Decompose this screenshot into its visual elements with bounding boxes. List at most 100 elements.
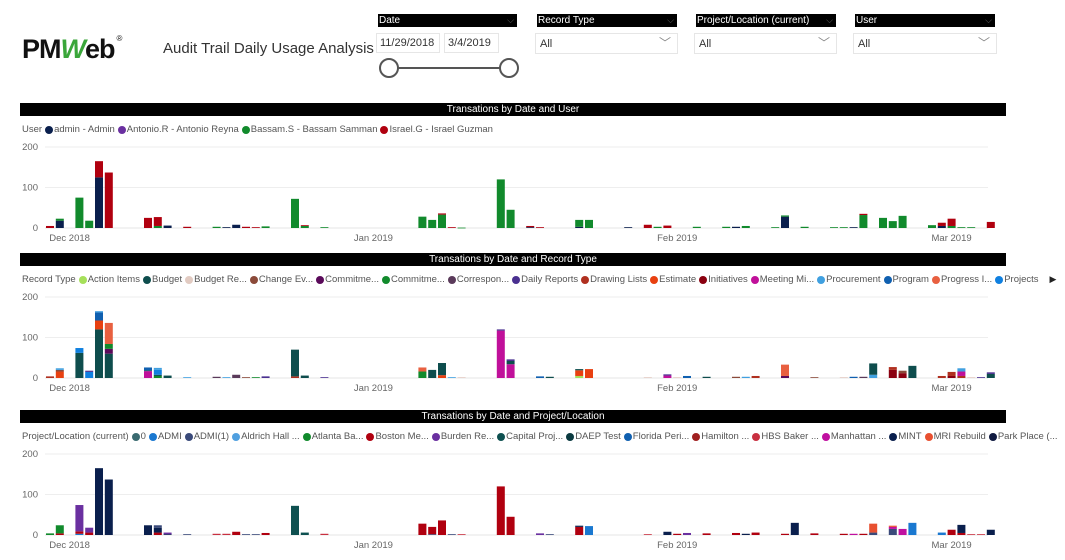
- bar-2019-01-08[interactable]: [438, 520, 446, 535]
- bar-segment[interactable]: [496, 329, 505, 331]
- bar-segment[interactable]: [957, 532, 966, 535]
- bar-2019-01-15[interactable]: [506, 516, 515, 535]
- date-slider-start-handle[interactable]: [379, 58, 399, 78]
- bar-segment[interactable]: [428, 369, 437, 378]
- bar-segment[interactable]: [153, 367, 162, 370]
- bar-segment[interactable]: [810, 533, 819, 535]
- bar-segment[interactable]: [95, 177, 103, 228]
- bar-2019-01-15[interactable]: [506, 359, 515, 378]
- bar-segment[interactable]: [153, 532, 162, 535]
- bar-2019-02-12[interactable]: [781, 215, 789, 228]
- legend-item[interactable]: Budget: [142, 274, 182, 285]
- bar-2019-01-18[interactable]: [536, 227, 544, 228]
- bar-segment[interactable]: [144, 371, 152, 378]
- bar-2019-02-28[interactable]: [937, 375, 946, 378]
- bar-segment[interactable]: [251, 377, 260, 378]
- bar-2019-01-14[interactable]: [496, 486, 505, 535]
- bar-segment[interactable]: [291, 505, 299, 535]
- bar-2019-02-28[interactable]: [937, 532, 946, 535]
- bar-segment[interactable]: [428, 219, 437, 228]
- bar-segment[interactable]: [85, 527, 94, 533]
- bar-segment[interactable]: [575, 369, 584, 371]
- bar-2018-12-10[interactable]: [153, 367, 162, 378]
- bar-2019-02-24[interactable]: [898, 528, 907, 535]
- legend-item[interactable]: Park Place (...: [988, 431, 1058, 442]
- bar-2018-12-24[interactable]: [291, 198, 299, 228]
- legend-item[interactable]: Israel.G - Israel Guzman: [380, 124, 493, 135]
- bar-segment[interactable]: [438, 375, 446, 378]
- bar-2018-12-02[interactable]: [75, 197, 84, 228]
- bar-2019-02-12[interactable]: [781, 533, 789, 535]
- bar-segment[interactable]: [300, 532, 309, 535]
- bar-segment[interactable]: [104, 322, 113, 344]
- bar-2019-01-22[interactable]: [575, 369, 584, 378]
- bar-segment[interactable]: [212, 226, 221, 228]
- legend-item[interactable]: Initiatives: [699, 274, 748, 285]
- bar-segment[interactable]: [232, 224, 241, 228]
- legend-item[interactable]: MINT: [889, 431, 922, 442]
- bar-2019-01-15[interactable]: [506, 209, 515, 228]
- bar-2018-12-20[interactable]: [251, 377, 260, 378]
- bar-segment[interactable]: [898, 215, 907, 228]
- bar-2019-02-20[interactable]: [859, 533, 868, 535]
- bar-2019-03-02[interactable]: [957, 524, 966, 535]
- bar-2018-12-05[interactable]: [104, 479, 113, 535]
- bar-2019-02-19[interactable]: [849, 376, 858, 378]
- bar-segment[interactable]: [575, 226, 584, 228]
- bar-segment[interactable]: [947, 218, 956, 226]
- bar-2018-12-19[interactable]: [242, 226, 250, 228]
- bar-segment[interactable]: [839, 227, 848, 228]
- bar-segment[interactable]: [545, 376, 554, 378]
- legend-item[interactable]: Antonio.R - Antonio Reyna: [117, 124, 239, 135]
- bar-segment[interactable]: [55, 369, 64, 372]
- bar-segment[interactable]: [320, 227, 329, 228]
- bar-2019-01-29[interactable]: [643, 377, 652, 378]
- bar-2018-12-03[interactable]: [85, 370, 94, 378]
- bar-2019-01-27[interactable]: [624, 227, 633, 228]
- bar-2018-12-09[interactable]: [144, 367, 152, 378]
- legend-item[interactable]: Commitme...: [381, 274, 445, 285]
- bar-segment[interactable]: [506, 516, 515, 535]
- bar-2019-01-19[interactable]: [545, 376, 554, 378]
- bar-segment[interactable]: [859, 533, 868, 535]
- bar-2019-02-24[interactable]: [898, 370, 907, 378]
- bar-2019-01-19[interactable]: [545, 534, 554, 535]
- bar-2018-12-11[interactable]: [163, 225, 172, 228]
- bar-segment[interactable]: [447, 377, 456, 378]
- bar-segment[interactable]: [928, 225, 936, 228]
- bar-segment[interactable]: [986, 221, 995, 228]
- bar-2018-12-04[interactable]: [95, 311, 103, 378]
- bar-segment[interactable]: [683, 375, 691, 378]
- project-slicer-header[interactable]: Project/Location (current) ⌵: [696, 14, 836, 27]
- bar-segment[interactable]: [898, 528, 907, 535]
- bar-segment[interactable]: [585, 219, 593, 228]
- bar-segment[interactable]: [683, 532, 691, 535]
- bar-2019-01-22[interactable]: [575, 219, 584, 228]
- bar-2018-12-11[interactable]: [163, 532, 172, 535]
- bar-2018-12-18[interactable]: [232, 531, 241, 535]
- date-range-slider-track[interactable]: [389, 67, 509, 69]
- bar-segment[interactable]: [85, 371, 94, 378]
- bar-segment[interactable]: [869, 374, 878, 378]
- bar-2018-12-27[interactable]: [320, 227, 329, 228]
- bar-segment[interactable]: [702, 533, 711, 535]
- bar-segment[interactable]: [144, 217, 152, 228]
- bar-2019-02-18[interactable]: [839, 377, 848, 378]
- bar-segment[interactable]: [55, 371, 64, 378]
- bar-2019-02-07[interactable]: [732, 532, 740, 535]
- legend-item[interactable]: MRI Rebuild: [924, 431, 986, 442]
- bar-segment[interactable]: [55, 368, 64, 370]
- bar-segment[interactable]: [624, 227, 633, 228]
- bar-segment[interactable]: [447, 227, 456, 228]
- bar-segment[interactable]: [55, 218, 64, 221]
- bar-2019-02-28[interactable]: [937, 222, 946, 228]
- bar-2019-02-18[interactable]: [839, 227, 848, 228]
- legend-item[interactable]: Estimate: [650, 274, 696, 285]
- bar-segment[interactable]: [95, 312, 103, 321]
- bar-segment[interactable]: [771, 227, 780, 228]
- bar-segment[interactable]: [496, 486, 505, 535]
- record-type-slicer-header[interactable]: Record Type ⌵: [537, 14, 677, 27]
- bar-2019-01-31[interactable]: [663, 531, 672, 535]
- bar-segment[interactable]: [153, 527, 162, 533]
- bar-2019-02-15[interactable]: [810, 377, 819, 378]
